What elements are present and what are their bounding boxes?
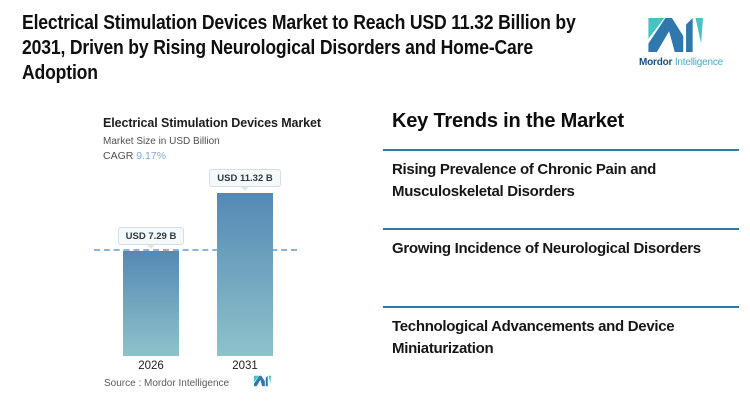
mordor-logo-small-icon bbox=[251, 374, 271, 392]
trend-item-text: Technological Advancements and Device Mi… bbox=[392, 318, 675, 357]
key-trends-heading: Key Trends in the Market bbox=[392, 110, 624, 132]
chart-title: Electrical Stimulation Devices Market bbox=[103, 116, 321, 130]
key-trends-section: Key Trends in the Market Rising Prevalen… bbox=[383, 109, 739, 390]
chart-cagr: CAGR 9.17% bbox=[103, 150, 166, 162]
source-attribution: Source : Mordor Intelligence bbox=[104, 378, 230, 389]
pill-pointer-icon bbox=[241, 187, 249, 191]
page-title-line-2: 2031, Driven by Rising Neurological Diso… bbox=[22, 37, 533, 59]
mordor-logo-icon bbox=[648, 18, 703, 52]
trend-item: Rising Prevalence of Chronic Pain and Mu… bbox=[383, 149, 739, 228]
brand-logo: Mordor Intelligence bbox=[639, 16, 739, 68]
cagr-label: CAGR bbox=[103, 150, 134, 162]
bar-2026 bbox=[123, 251, 179, 356]
trend-item: Technological Advancements and Device Mi… bbox=[383, 306, 739, 390]
pill-pointer-icon bbox=[147, 245, 155, 249]
dashed-threshold-line bbox=[94, 249, 297, 251]
bar-chart: USD 7.29 B USD 11.32 B 2026 2031 bbox=[88, 169, 300, 372]
bar-2031 bbox=[217, 193, 273, 356]
trend-list: Rising Prevalence of Chronic Pain and Mu… bbox=[383, 149, 739, 390]
brand-wordmark: Mordor Intelligence bbox=[639, 57, 739, 68]
brand-name-light: Intelligence bbox=[674, 57, 724, 68]
bar-group-2026: USD 7.29 B bbox=[117, 227, 185, 356]
x-axis-label-2031: 2031 bbox=[232, 360, 258, 372]
value-label-2031: USD 11.32 B bbox=[209, 169, 281, 187]
chart-subtitle: Market Size in USD Billion bbox=[103, 136, 220, 147]
trend-item-text: Rising Prevalence of Chronic Pain and Mu… bbox=[392, 161, 656, 200]
page-title-line-3: Adoption bbox=[22, 62, 98, 84]
trend-item: Growing Incidence of Neurological Disord… bbox=[383, 228, 739, 306]
page-title: Electrical Stimulation Devices Market to… bbox=[22, 11, 576, 86]
brand-name-bold: Mordor bbox=[639, 57, 673, 68]
trend-item-text: Growing Incidence of Neurological Disord… bbox=[392, 240, 701, 257]
cagr-value: 9.17% bbox=[136, 150, 167, 162]
bar-group-2031: USD 11.32 B bbox=[209, 169, 281, 356]
x-axis-label-2026: 2026 bbox=[138, 360, 164, 372]
page-title-line-1: Electrical Stimulation Devices Market to… bbox=[22, 12, 576, 34]
value-label-2026: USD 7.29 B bbox=[117, 227, 185, 245]
